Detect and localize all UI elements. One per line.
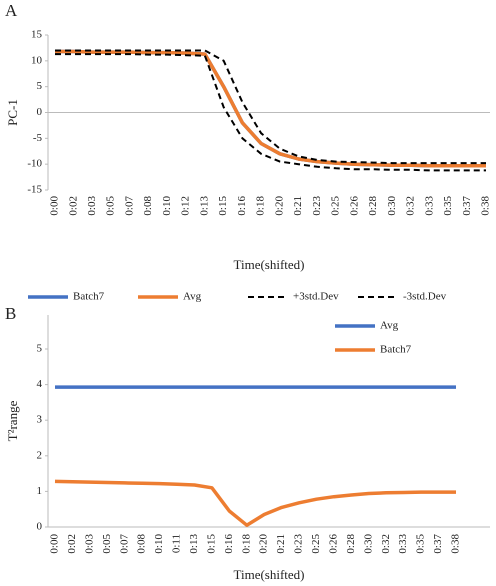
y-tick-label: -10 xyxy=(27,158,42,170)
y-tick-label: 0 xyxy=(37,521,43,533)
x-tick-label: 0:32 xyxy=(380,534,392,554)
x-tick-label: 0:37 xyxy=(461,196,473,216)
x-tick-label: 0:35 xyxy=(442,196,454,216)
x-tick-label: 0:26 xyxy=(327,534,339,554)
panel-label: B xyxy=(5,304,16,323)
y-axis-title: PC-1 xyxy=(5,99,20,126)
y-tick-label: 10 xyxy=(31,54,43,66)
x-tick-label: 0:03 xyxy=(86,196,98,216)
x-tick-label: 0:30 xyxy=(386,196,398,216)
series-line xyxy=(55,49,486,165)
x-tick-label: 0:03 xyxy=(83,534,95,554)
x-tick-label: 0:21 xyxy=(275,534,287,554)
legend-label: Avg xyxy=(380,320,399,332)
y-tick-label: 5 xyxy=(37,343,43,355)
x-tick-label: 0:00 xyxy=(49,534,61,554)
x-tick-label: 0:20 xyxy=(258,534,270,554)
y-tick-label: 0 xyxy=(37,106,43,118)
x-tick-label: 0:08 xyxy=(142,196,154,216)
x-tick-label: 0:13 xyxy=(188,534,200,554)
y-tick-label: 5 xyxy=(37,80,43,92)
x-tick-label: 0:18 xyxy=(255,196,267,216)
series-line xyxy=(55,53,486,172)
y-tick-label: -5 xyxy=(33,132,43,144)
x-tick-label: 0:38 xyxy=(450,534,462,554)
legend-label: Batch7 xyxy=(73,291,105,303)
x-tick-label: 0:28 xyxy=(367,196,379,216)
legend-label: Batch7 xyxy=(380,344,412,356)
x-tick-label: 0:16 xyxy=(236,196,248,216)
y-axis-title: T²range xyxy=(5,400,20,441)
x-tick-label: 0:05 xyxy=(101,534,113,554)
x-tick-label: 0:23 xyxy=(311,196,323,216)
y-tick-label: 3 xyxy=(37,414,43,426)
x-tick-label: 0:07 xyxy=(118,534,130,554)
x-tick-label: 0:37 xyxy=(432,534,444,554)
x-tick-label: 0:28 xyxy=(345,534,357,554)
x-axis-title: Time(shifted) xyxy=(233,567,304,582)
legend-label: -3std.Dev xyxy=(403,291,447,303)
x-tick-label: 0:33 xyxy=(397,534,409,554)
x-tick-label: 0:18 xyxy=(240,534,252,554)
x-tick-label: 0:10 xyxy=(161,196,173,216)
x-tick-label: 0:05 xyxy=(105,196,117,216)
x-tick-label: 0:02 xyxy=(66,534,78,554)
x-tick-label: 0:07 xyxy=(123,196,135,216)
x-tick-label: 0:15 xyxy=(217,196,229,216)
panel-label: A xyxy=(5,1,18,20)
x-tick-label: 0:25 xyxy=(310,534,322,554)
y-tick-label: -15 xyxy=(27,184,42,196)
x-tick-label: 0:30 xyxy=(362,534,374,554)
x-tick-label: 0:13 xyxy=(198,196,210,216)
x-tick-label: 0:25 xyxy=(330,196,342,216)
x-tick-label: 0:21 xyxy=(292,196,304,216)
x-tick-label: 0:08 xyxy=(136,534,148,554)
x-tick-label: 0:11 xyxy=(171,534,183,553)
y-tick-label: 4 xyxy=(37,378,43,390)
y-tick-label: 2 xyxy=(37,449,43,461)
x-tick-label: 0:32 xyxy=(405,196,417,216)
series-line xyxy=(55,49,486,168)
x-tick-label: 0:02 xyxy=(67,196,79,216)
x-tick-label: 0:20 xyxy=(273,196,285,216)
x-tick-label: 0:16 xyxy=(223,534,235,554)
x-tick-label: 0:23 xyxy=(293,534,305,554)
x-tick-label: 0:10 xyxy=(153,534,165,554)
y-tick-label: 15 xyxy=(31,29,43,41)
x-tick-label: 0:15 xyxy=(205,534,217,554)
x-tick-label: 0:35 xyxy=(415,534,427,554)
y-tick-label: 1 xyxy=(37,485,43,497)
x-tick-label: 0:00 xyxy=(49,196,61,216)
x-tick-label: 0:12 xyxy=(180,196,192,216)
series-line xyxy=(54,479,456,527)
x-axis-title: Time(shifted) xyxy=(233,257,304,272)
legend-label: +3std.Dev xyxy=(293,291,339,303)
x-tick-label: 0:33 xyxy=(423,196,435,216)
x-tick-label: 0:38 xyxy=(480,196,492,216)
x-tick-label: 0:26 xyxy=(348,196,360,216)
legend-label: Avg xyxy=(183,291,202,303)
